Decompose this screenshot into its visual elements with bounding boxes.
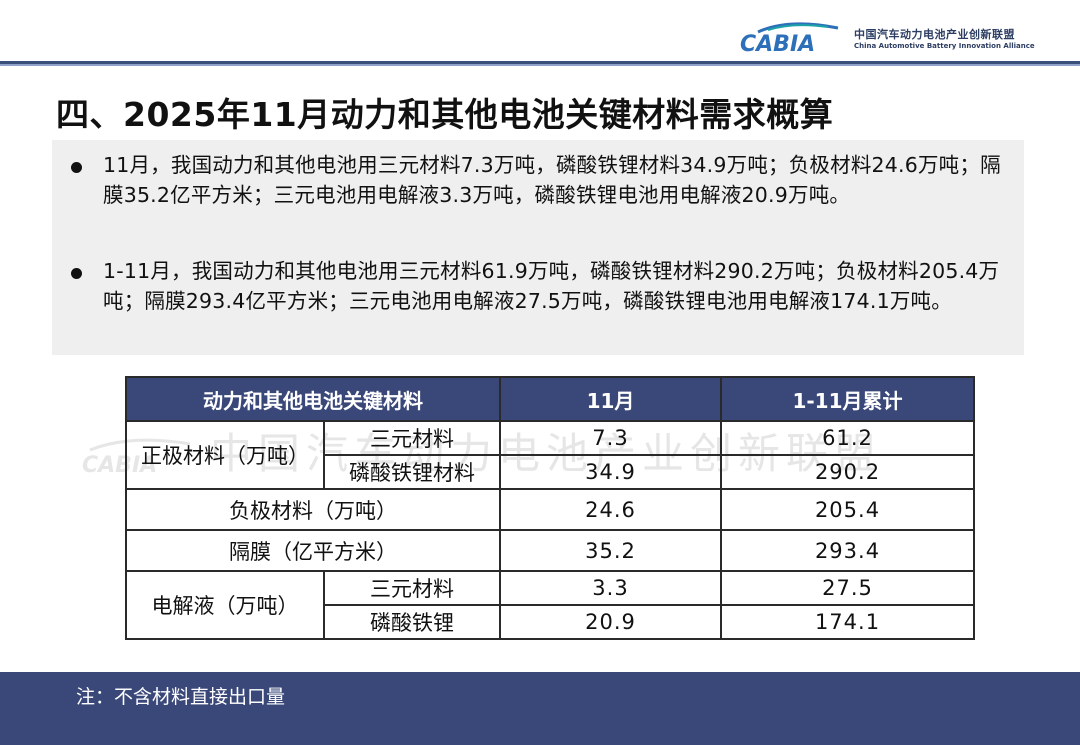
bullet-dot-icon — [71, 268, 82, 279]
cumulative-value: 27.5 — [720, 570, 975, 606]
material-name: 三元材料 — [323, 420, 501, 456]
month-value: 7.3 — [499, 420, 722, 456]
cathode-label: 正极材料（万吨） — [125, 420, 325, 490]
month-value: 35.2 — [499, 529, 722, 572]
cabia-logo: CABIA 中国汽车动力电池产业创新联盟 China Automotive Ba… — [738, 18, 1078, 58]
table-row: 磷酸铁锂 20.9 174.1 — [126, 604, 975, 640]
cumulative-value: 61.2 — [720, 420, 975, 456]
logo-chinese-name: 中国汽车动力电池产业创新联盟 — [854, 28, 1015, 41]
bullet-text: 11月，我国动力和其他电池用三元材料7.3万吨，磷酸铁锂材料34.9万吨；负极材… — [103, 153, 1001, 207]
separator-label: 隔膜（亿平方米） — [125, 529, 501, 572]
material-name: 磷酸铁锂材料 — [323, 454, 501, 490]
month-value: 24.6 — [499, 488, 722, 531]
table-row: 正极材料（万吨） 三元材料 7.3 61.2 — [125, 420, 975, 490]
anode-label: 负极材料（万吨） — [125, 488, 501, 531]
month-value: 34.9 — [499, 454, 722, 490]
month-value: 3.3 — [499, 570, 722, 606]
page-title: 四、2025年11月动力和其他电池关键材料需求概算 — [56, 95, 834, 134]
material-name: 三元材料 — [323, 570, 501, 606]
header-materials: 动力和其他电池关键材料 — [125, 376, 501, 422]
logo-mark-text: CABIA — [740, 32, 815, 54]
month-value: 20.9 — [499, 604, 722, 640]
cabia-logo-icon: CABIA — [740, 22, 839, 54]
cumulative-value: 293.4 — [720, 529, 975, 572]
table-row: 磷酸铁锂材料 34.9 290.2 — [126, 454, 975, 490]
footer-note: 注：不含材料直接出口量 — [76, 686, 286, 708]
header-divider — [0, 61, 1080, 64]
cumulative-value: 205.4 — [720, 488, 975, 531]
cumulative-value: 174.1 — [720, 604, 975, 640]
header-divider-light — [0, 64, 1080, 66]
bullet-text: 1-11月，我国动力和其他电池用三元材料61.9万吨，磷酸铁锂材料290.2万吨… — [103, 259, 1000, 313]
table-row: 隔膜（亿平方米） 35.2 293.4 — [125, 529, 975, 572]
logo-english-name: China Automotive Battery Innovation Alli… — [854, 42, 1035, 50]
header-month: 11月 — [499, 376, 722, 422]
bullet-dot-icon — [71, 162, 82, 173]
cumulative-value: 290.2 — [720, 454, 975, 490]
table-row: 负极材料（万吨） 24.6 205.4 — [125, 488, 975, 531]
summary-box: 11月，我国动力和其他电池用三元材料7.3万吨，磷酸铁锂材料34.9万吨；负极材… — [52, 140, 1024, 355]
table-row: 电解液（万吨） 三元材料 3.3 27.5 — [125, 570, 975, 640]
footer-bar: 注：不含材料直接出口量 — [0, 672, 1080, 745]
electrolyte-label: 电解液（万吨） — [125, 570, 325, 640]
material-name: 磷酸铁锂 — [323, 604, 501, 640]
materials-table: 动力和其他电池关键材料 11月 1-11月累计 正极材料（万吨） 三元材料 7.… — [125, 376, 975, 640]
header-cumulative: 1-11月累计 — [720, 376, 975, 422]
